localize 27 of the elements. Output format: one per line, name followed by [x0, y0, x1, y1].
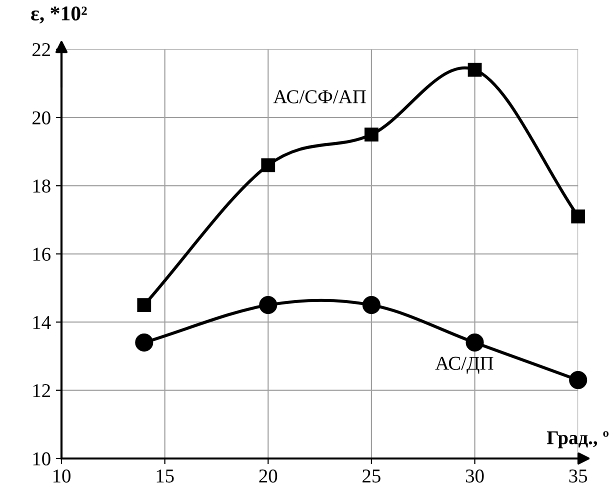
- y-tick-label: 10: [33, 452, 50, 466]
- point: [135, 334, 154, 352]
- x-tick-label: 10: [53, 469, 70, 483]
- y-tick-label: 18: [33, 180, 50, 193]
- point: [466, 334, 484, 352]
- series-label: АС/СФ/АП: [273, 90, 366, 104]
- point: [137, 298, 152, 312]
- point: [261, 158, 276, 172]
- y-tick-label: 20: [32, 111, 50, 124]
- x-tick-label: 15: [156, 470, 174, 483]
- x-tick-label: 30: [466, 469, 484, 483]
- series-label: АС/ДП: [435, 356, 494, 374]
- point: [259, 296, 278, 314]
- y-tick-label: 22: [32, 43, 50, 56]
- x-tick-label: 25: [362, 470, 380, 483]
- point: [362, 296, 380, 314]
- point: [571, 209, 586, 224]
- x-tick-label: 20: [259, 469, 278, 483]
- y-tick-label: 14: [33, 316, 51, 329]
- y-axis-title: ε, *10²: [31, 6, 87, 24]
- point: [468, 62, 482, 77]
- y-tick-label: 16: [33, 248, 51, 261]
- point: [364, 128, 378, 142]
- x-axis-title: Град., º: [546, 431, 609, 448]
- y-tick-label: 12: [33, 384, 50, 398]
- point: [569, 371, 588, 390]
- x-tick-label: 35: [569, 470, 588, 483]
